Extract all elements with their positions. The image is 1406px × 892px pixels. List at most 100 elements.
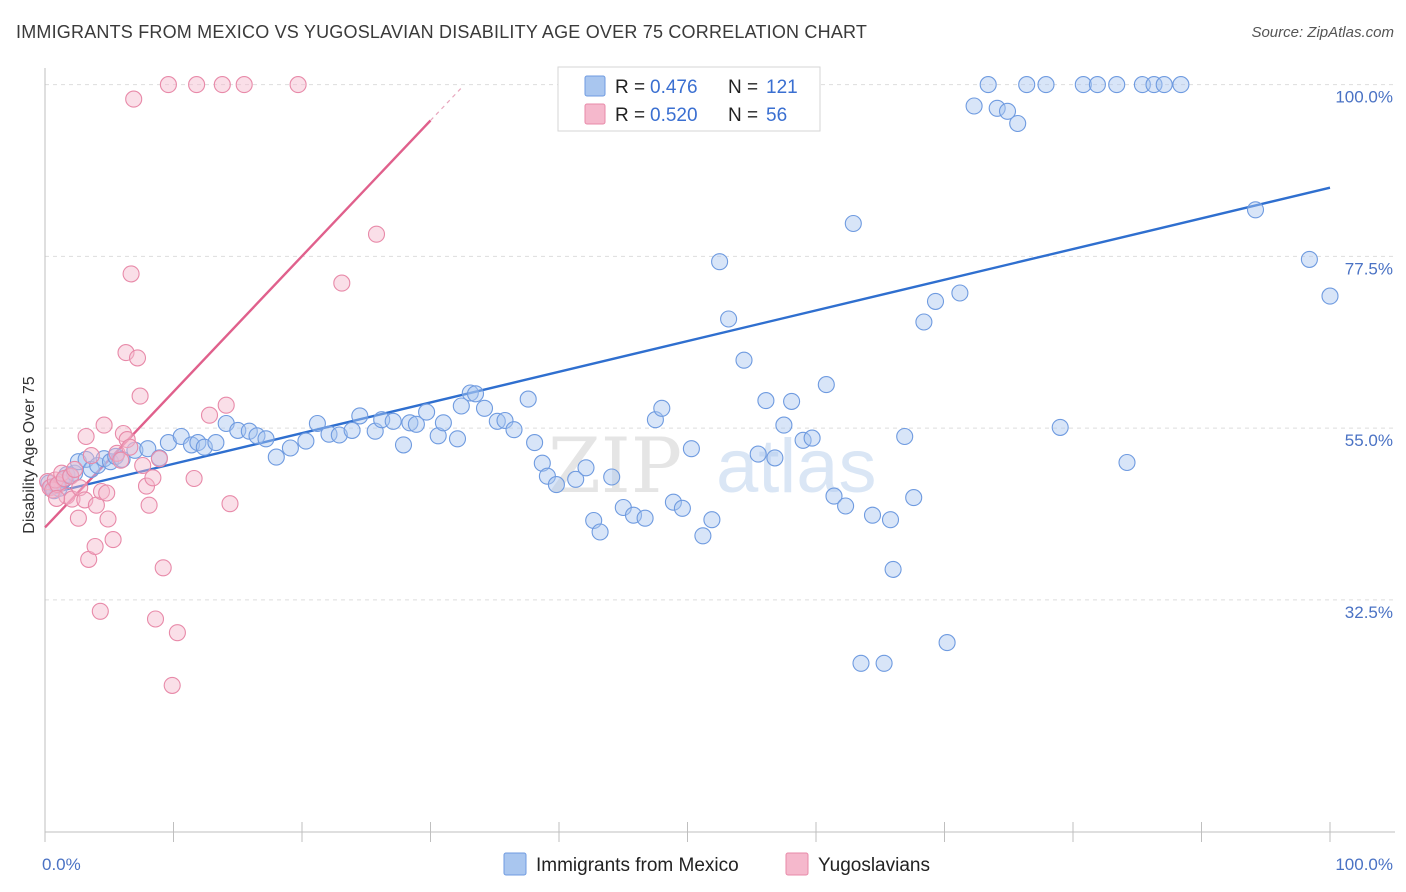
point-blue-104 (988, 99, 1006, 117)
point-blue-103 (979, 76, 997, 94)
y-tick-label-3: 32.5% (1345, 603, 1393, 622)
point-blue-110 (1074, 76, 1092, 94)
point-blue-19 (139, 440, 157, 458)
point-pink-10 (66, 460, 84, 478)
point-blue-38 (343, 421, 361, 439)
point-blue-50 (452, 397, 470, 415)
x-tick-label-1: 100.0% (1335, 855, 1393, 874)
point-blue-74 (682, 440, 700, 458)
point-blue-47 (429, 427, 447, 445)
point-pink-46 (188, 76, 206, 94)
point-pink-43 (163, 676, 181, 694)
point-pink-48 (213, 76, 231, 94)
point-blue-31 (257, 430, 275, 448)
point-blue-26 (207, 434, 225, 452)
point-blue-92 (863, 506, 882, 524)
correlation-legend: R = 0.476 N = 121 R = 0.520 N = 56 (557, 66, 821, 132)
point-blue-80 (749, 445, 767, 463)
point-pink-31 (122, 265, 140, 283)
point-blue-56 (505, 421, 523, 439)
point-blue-88 (825, 487, 843, 505)
point-pink-35 (134, 456, 152, 475)
legend-n-value-pink: 56 (766, 105, 787, 126)
point-pink-42 (159, 76, 177, 94)
y-axis-title: Disability Age Over 75 (21, 376, 38, 534)
point-blue-53 (475, 399, 494, 417)
data-points (39, 76, 1339, 694)
point-blue-81 (757, 392, 775, 410)
point-blue-48 (434, 414, 452, 432)
point-blue-113 (1118, 453, 1136, 472)
point-blue-37 (330, 426, 348, 444)
legend-r-label-blue: R = (615, 77, 645, 98)
point-blue-87 (817, 376, 835, 394)
point-blue-107 (1018, 76, 1036, 94)
point-pink-37 (140, 496, 158, 514)
series-swatch-mexico (503, 852, 527, 876)
point-pink-14 (77, 427, 95, 446)
point-blue-45 (407, 415, 425, 433)
point-blue-83 (775, 416, 793, 434)
point-pink-17 (86, 537, 104, 556)
point-blue-65 (591, 523, 609, 541)
point-blue-33 (281, 439, 299, 457)
trend-lines (44, 86, 1331, 529)
point-blue-118 (1246, 201, 1265, 219)
legend-n-label-blue: N = (728, 77, 758, 98)
chart-title: IMMIGRANTS FROM MEXICO VS YUGOSLAVIAN DI… (16, 22, 868, 42)
point-blue-39 (351, 407, 369, 425)
point-blue-43 (394, 436, 413, 454)
series-swatch-yugoslavians (785, 852, 809, 876)
point-blue-52 (466, 385, 485, 403)
point-blue-105 (998, 102, 1017, 120)
point-blue-93 (875, 654, 893, 672)
x-tick-label-0: 0.0% (42, 855, 81, 874)
point-blue-117 (1172, 76, 1190, 94)
watermark: ZIP atlas (548, 421, 877, 510)
point-blue-75 (694, 527, 712, 545)
point-blue-86 (803, 429, 821, 447)
point-blue-102 (965, 97, 983, 115)
point-pink-24 (104, 531, 122, 549)
grid-lines (45, 84, 1395, 601)
point-blue-51 (461, 384, 479, 402)
point-blue-30 (248, 427, 266, 445)
point-blue-55 (496, 411, 514, 430)
point-pink-16 (82, 447, 100, 465)
y-tick-label-1: 77.5% (1345, 259, 1393, 278)
point-pink-52 (289, 76, 307, 94)
point-blue-116 (1155, 76, 1173, 94)
point-blue-97 (905, 489, 923, 507)
point-blue-73 (673, 499, 691, 517)
point-pink-44 (168, 624, 186, 642)
legend-r-value-pink: 0.520 (650, 105, 698, 126)
point-blue-94 (881, 511, 900, 529)
trend-line-pink (44, 119, 432, 529)
point-pink-34 (131, 387, 149, 405)
point-pink-39 (146, 610, 165, 628)
point-blue-57 (519, 390, 537, 408)
series-label-mexico: Immigrants from Mexico (536, 855, 739, 876)
watermark-zip: ZIP (548, 421, 682, 510)
series-points-blue (40, 76, 1339, 672)
point-blue-44 (401, 414, 419, 432)
point-pink-4 (49, 476, 67, 494)
point-blue-109 (1051, 418, 1069, 436)
point-blue-119 (1300, 250, 1318, 268)
point-blue-61 (547, 476, 565, 494)
point-blue-112 (1108, 76, 1126, 94)
point-blue-46 (418, 403, 436, 421)
point-blue-71 (653, 399, 671, 417)
point-blue-99 (926, 292, 945, 310)
point-blue-108 (1037, 76, 1055, 94)
point-blue-101 (951, 284, 969, 302)
point-pink-32 (125, 90, 143, 108)
point-blue-115 (1145, 76, 1163, 94)
point-blue-76 (703, 511, 721, 529)
point-blue-84 (783, 392, 801, 410)
point-blue-77 (711, 253, 729, 271)
point-pink-19 (91, 602, 109, 620)
point-pink-51 (235, 76, 253, 94)
point-blue-42 (384, 412, 402, 430)
